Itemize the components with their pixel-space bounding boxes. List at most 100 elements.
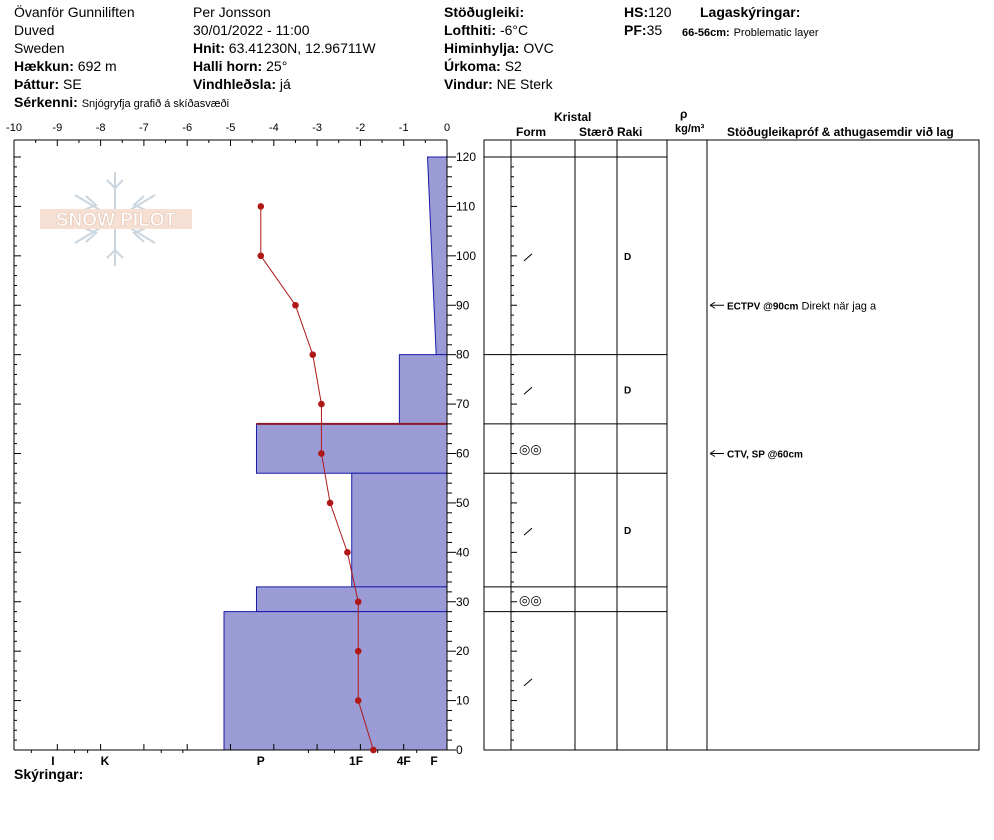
slope-label: Halli horn: — [193, 58, 263, 74]
hardness-label: P — [257, 754, 265, 768]
test-arrow-icon — [709, 301, 716, 309]
sky-value: OVC — [523, 40, 554, 56]
watermark-text: SNOW PILOT — [56, 210, 177, 231]
layer-moisture: D — [624, 385, 631, 396]
temp-tick-label: -1 — [399, 122, 409, 134]
coords-row: Hnit: 63.41230N, 12.96711W — [193, 40, 376, 56]
stability-test-code: CTV, SP @60cm — [727, 450, 803, 461]
hardness-label: I — [51, 754, 54, 768]
temperature-point — [370, 746, 377, 754]
col-form: Form — [516, 125, 546, 139]
stability-test: ECTPV @90cm Direkt när jag a — [727, 300, 877, 312]
wind-loading-label: Vindhleðsla: — [193, 76, 276, 92]
elevation-value: 692 m — [77, 58, 117, 74]
temperature-point — [292, 301, 299, 309]
temperature-point — [354, 697, 362, 704]
temperature-point — [257, 252, 265, 260]
hardness-layer-2 — [255, 423, 448, 474]
precip-particle-icon — [523, 253, 533, 262]
notes-label: Skýringar: — [14, 766, 84, 782]
precip-particle-icon — [523, 678, 533, 687]
temp-tick-label: -6 — [182, 122, 192, 134]
hardness-label: 4F — [397, 754, 411, 768]
sky-row: Himinhylja: OVC — [444, 40, 554, 56]
stability-label: Stöðugleiki: — [444, 4, 525, 20]
temperature-profile — [257, 203, 377, 754]
wind-row: Vindur: NE Sterk — [444, 76, 553, 92]
height-tick-label: 80 — [456, 348, 470, 362]
temperature-point — [318, 450, 325, 457]
country: Sweden — [14, 40, 65, 56]
precip-row: Úrkoma: S2 — [444, 58, 522, 74]
aspect-value: SE — [63, 76, 82, 92]
hs-value: 120 — [648, 4, 672, 20]
stability-row: Stöðugleiki: — [444, 4, 524, 20]
aspect-row: Þáttur: SE — [14, 76, 82, 92]
height-tick-label: 0 — [456, 743, 463, 757]
layer-note: 66-56cm: Problematic layer — [682, 23, 819, 41]
sky-label: Himinhylja: — [444, 40, 520, 56]
temp-tick-label: 0 — [444, 122, 450, 134]
chart-axes: -10 -9 -8 -7 -6 -5 -4 -3 -2 -1 0010203040506070809… — [6, 122, 476, 768]
temperature-point — [344, 549, 351, 556]
temperature-point — [354, 598, 362, 606]
height-tick-label: 70 — [456, 397, 470, 411]
wind-loading-value: já — [279, 76, 291, 92]
temp-tick-label: -9 — [52, 122, 62, 134]
aspect-label: Þáttur: — [14, 76, 60, 92]
height-tick-label: 60 — [456, 447, 470, 461]
hardness-layer-5 — [223, 611, 448, 751]
layer-table: D D ◎◎ D ◎◎ ECTPV @90cm Direkt när jag a CTV, … — [483, 139, 980, 751]
wind-value: NE Sterk — [496, 76, 553, 92]
coords-label: Hnit: — [193, 40, 225, 56]
col-tests: Stöðugleikapróf & athugasemdir við lag — [727, 125, 954, 139]
pf-value: 35 — [646, 22, 663, 38]
pf-row: PF:35 — [624, 22, 662, 38]
hardness-layer-1 — [398, 354, 448, 425]
elevation-label: Hækkun: — [14, 58, 74, 74]
col-density-unit: kg/m³ — [675, 123, 705, 135]
height-tick-label: 20 — [456, 644, 470, 658]
hardness-layers — [223, 156, 448, 751]
precip-value: S2 — [504, 58, 522, 74]
air-temp-label: Lofthiti: — [444, 22, 497, 38]
temp-tick-label: -2 — [356, 122, 366, 134]
temperature-point — [318, 400, 325, 408]
features-value: Snjógryfja grafið á skíðasvæði — [81, 98, 230, 110]
pf-label: PF: — [624, 22, 647, 38]
temp-tick-label: -10 — [6, 122, 22, 134]
area: Duved — [14, 22, 55, 38]
layer-note-text: Problematic layer — [733, 27, 819, 39]
temperature-point — [354, 647, 362, 655]
observer: Per Jonsson — [193, 4, 271, 20]
stability-test-code: ECTPV @90cm — [727, 301, 799, 312]
wind-label: Vindur: — [444, 76, 493, 92]
height-tick-label: 110 — [456, 199, 475, 213]
slope-value: 25° — [266, 58, 288, 74]
precip-label: Úrkoma: — [444, 58, 501, 74]
rounded-grain-icon: ◎◎ — [519, 442, 542, 457]
temp-tick-label: -5 — [226, 122, 236, 134]
hardness-layer-3 — [351, 472, 448, 588]
coords-value: 63.41230N, 12.96711W — [228, 40, 376, 56]
layer-note-range: 66-56cm: — [682, 27, 730, 39]
temperature-line — [260, 206, 374, 751]
hardness-layer-0 — [426, 156, 448, 356]
height-tick-label: 50 — [456, 496, 470, 510]
air-temp-value: -6°C — [499, 22, 529, 38]
air-temp-row: Lofthiti: -6°C — [444, 22, 528, 38]
temperature-point — [326, 499, 334, 507]
elevation-row: Hækkun: 692 m — [14, 58, 117, 74]
height-tick-label: 40 — [456, 545, 470, 559]
height-tick-label: 120 — [456, 150, 476, 164]
test-arrow-icon — [709, 450, 716, 457]
datetime: 30/01/2022 - 11:00 — [193, 22, 310, 38]
height-tick-label: 30 — [456, 595, 470, 609]
hardness-label: F — [430, 754, 437, 768]
stability-test: CTV, SP @60cm — [727, 450, 803, 461]
col-moisture: Raki — [617, 125, 643, 139]
hardness-label: 1F — [349, 754, 363, 768]
layer-moisture: D — [624, 252, 631, 263]
layer-moisture: D — [624, 526, 631, 537]
wind-loading-row: Vindhleðsla: já — [193, 76, 291, 92]
